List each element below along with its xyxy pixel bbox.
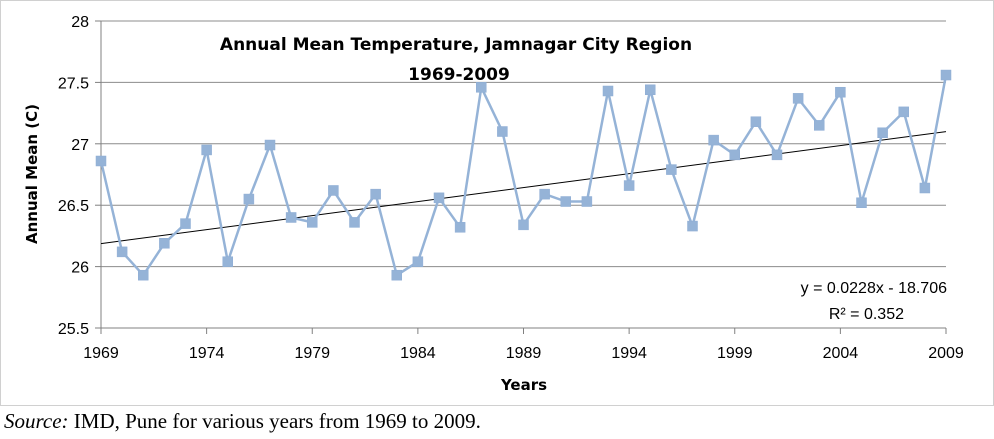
data-point <box>95 155 107 167</box>
data-point <box>729 149 740 161</box>
data-point <box>454 222 466 233</box>
data-point <box>476 82 487 93</box>
data-point <box>856 197 867 208</box>
data-point <box>497 126 508 137</box>
x-tick-label: 1989 <box>506 345 542 362</box>
data-point <box>919 182 931 194</box>
x-tick-label: 1974 <box>189 345 225 362</box>
data-point <box>116 246 128 258</box>
y-tick-label: 27 <box>71 137 89 154</box>
x-tick-label: 1994 <box>611 345 647 362</box>
data-point <box>328 185 339 196</box>
trendline-r-squared: R² = 0.352 <box>829 306 904 323</box>
chart-text: Annual Mean Temperature, Jamnagar City R… <box>23 35 947 394</box>
data-point <box>539 188 550 200</box>
x-tick-label: 2004 <box>823 345 859 362</box>
data-point <box>645 84 656 96</box>
y-axis-title: Annual Mean (C) <box>23 104 41 244</box>
x-tick-label: 1969 <box>83 345 119 362</box>
series-line <box>99 74 948 277</box>
trendline-line <box>100 131 947 245</box>
data-point <box>307 217 318 228</box>
data-point <box>412 256 424 267</box>
chart-subtitle: 1969-2009 <box>408 65 510 85</box>
data-point <box>159 238 170 249</box>
data-point <box>666 164 677 175</box>
data-point <box>285 212 297 223</box>
chart-container: 25.5 26 26.5 27 27.5 28 1969 1974 1979 1984 1989 19… <box>0 0 994 406</box>
y-tick-label: 28 <box>71 14 89 31</box>
x-tick-label: 2009 <box>928 345 964 362</box>
y-tick-label: 25.5 <box>58 321 89 338</box>
data-point <box>370 188 381 200</box>
source-prefix: Source: <box>4 409 69 433</box>
data-point <box>264 139 276 151</box>
y-tick-label: 26.5 <box>58 198 89 215</box>
line-chart: 25.5 26 26.5 27 27.5 28 1969 1974 1979 1984 1989 19… <box>23 14 964 394</box>
data-point <box>391 269 402 281</box>
trendline-equation: y = 0.0228x - 18.706 <box>801 280 947 297</box>
data-point <box>518 219 529 231</box>
source-text: IMD, Pune for various years from 1969 to… <box>68 409 481 433</box>
data-point <box>771 149 783 161</box>
x-tick-label: 1984 <box>400 345 436 362</box>
data-point <box>835 86 846 98</box>
data-point <box>687 220 698 232</box>
data-point <box>222 256 233 267</box>
data-point <box>180 218 191 229</box>
data-point <box>940 69 952 81</box>
series-temperature <box>95 69 952 281</box>
data-point <box>814 120 825 131</box>
axes: 25.5 26 26.5 27 27.5 28 1969 1974 1979 1984 1989 19… <box>58 14 964 362</box>
chart-title: Annual Mean Temperature, Jamnagar City R… <box>220 35 692 55</box>
x-tick-label: 1999 <box>717 345 753 362</box>
data-point <box>243 193 255 205</box>
data-point <box>560 196 571 207</box>
data-point <box>602 85 614 97</box>
data-point <box>433 192 445 204</box>
gridlines <box>101 20 946 268</box>
data-point <box>708 134 719 146</box>
trendline <box>100 131 947 245</box>
data-point <box>138 269 149 281</box>
data-point <box>898 106 909 118</box>
x-axis-title: Years <box>500 376 547 394</box>
source-note: Source: IMD, Pune for various years from… <box>4 409 481 434</box>
y-tick-label: 27.5 <box>58 75 89 92</box>
data-point <box>623 180 635 191</box>
data-point <box>349 217 360 228</box>
data-point <box>581 196 593 207</box>
y-tick-label: 26 <box>71 260 89 277</box>
data-point <box>792 93 804 104</box>
data-point <box>201 144 212 156</box>
data-point <box>877 127 888 138</box>
x-tick-label: 1979 <box>294 345 330 362</box>
data-point <box>750 116 762 127</box>
